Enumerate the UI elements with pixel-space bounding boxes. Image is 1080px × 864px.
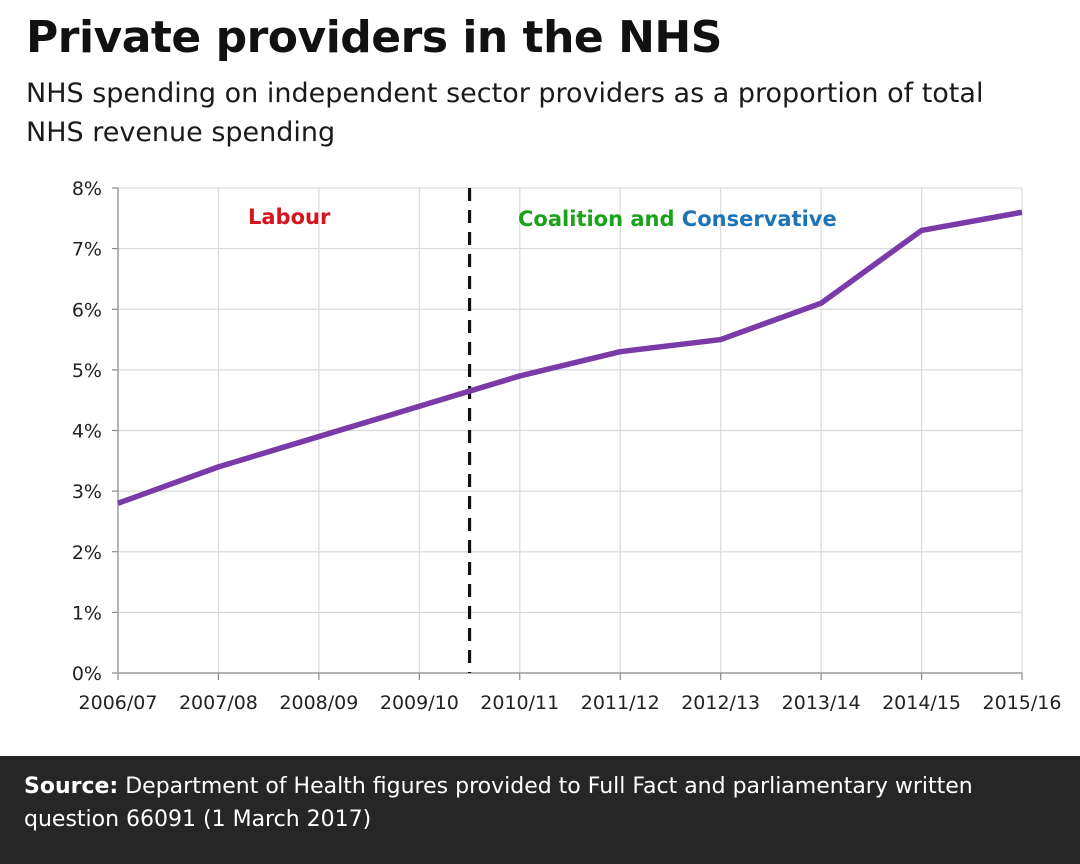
y-tick-label-0: 0% — [72, 663, 102, 685]
y-tick-label-6: 6% — [72, 299, 102, 321]
x-tick-label-1: 2007/08 — [179, 692, 258, 714]
series-line-0 — [117, 209, 1023, 506]
axes — [112, 187, 1023, 680]
y-tick-label-5: 5% — [72, 360, 102, 382]
annotation-labour: Labour — [248, 205, 331, 229]
y-tick-label-1: 1% — [72, 602, 102, 624]
series — [117, 209, 1023, 506]
line-chart: 0% 1% 2% 3% 4% 5% 6% 7% 8% 2006/07 2007/08 2008/09… — [72, 178, 1062, 714]
x-tick-label-2: 2008/09 — [279, 692, 358, 714]
y-tick-label-2: 2% — [72, 542, 102, 564]
annotation-coalition-conservative: Coalition and Conservative — [518, 207, 837, 231]
y-tick-label-4: 4% — [72, 421, 102, 443]
x-tick-labels: 2006/07 2007/08 2008/09 2009/10 2010/11 2011/… — [79, 692, 1062, 714]
x-tick-label-4: 2010/11 — [480, 692, 559, 714]
annotations: Labour Coalition and Conservative — [248, 205, 837, 231]
y-tick-label-3: 3% — [72, 481, 102, 503]
source-label: Source: — [24, 774, 119, 799]
annotation-coalition: Coalition and — [518, 207, 682, 231]
y-tick-labels: 0% 1% 2% 3% 4% 5% 6% 7% 8% — [72, 178, 102, 685]
x-tick-label-3: 2009/10 — [380, 692, 459, 714]
chart-title: Private providers in the NHS — [26, 12, 722, 63]
x-tick-label-0: 2006/07 — [79, 692, 158, 714]
x-tick-label-8: 2014/15 — [882, 692, 961, 714]
y-tick-label-8: 8% — [72, 178, 102, 200]
y-tick-label-7: 7% — [72, 239, 102, 261]
gridlines — [117, 187, 1023, 673]
x-tick-label-6: 2012/13 — [681, 692, 760, 714]
x-tick-label-5: 2011/12 — [581, 692, 660, 714]
x-tick-label-9: 2015/16 — [983, 692, 1062, 714]
chart-subtitle: NHS spending on independent sector provi… — [26, 78, 984, 148]
source-text: Department of Health figures provided to… — [24, 774, 973, 832]
source-note: Source: Department of Health figures pro… — [24, 770, 1024, 836]
footer: Source: Department of Health figures pro… — [0, 756, 1080, 864]
annotation-conservative: Conservative — [682, 207, 837, 231]
x-tick-label-7: 2013/14 — [782, 692, 861, 714]
